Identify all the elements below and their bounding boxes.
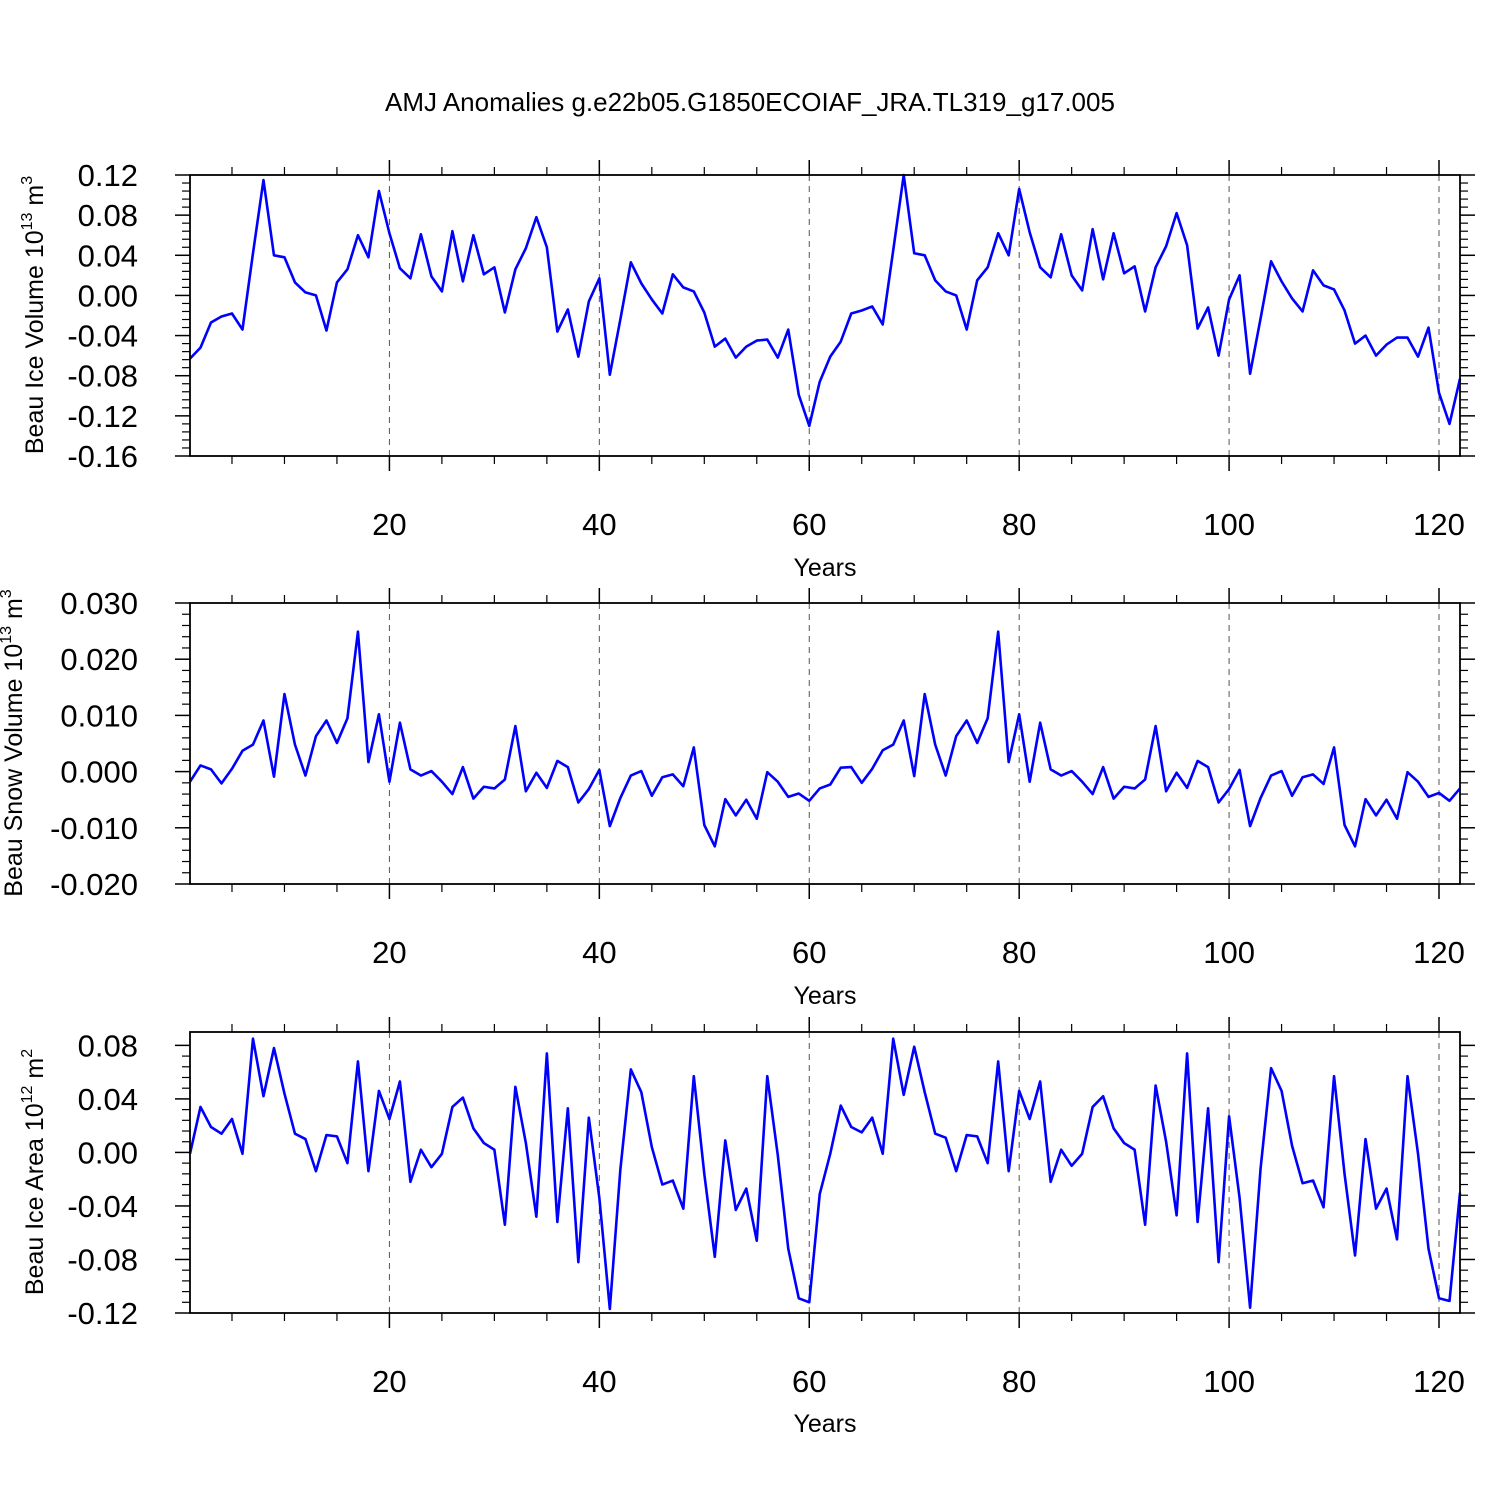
- x-tick-label: 60: [792, 1364, 826, 1399]
- x-tick-label: 100: [1203, 507, 1255, 542]
- y-tick-label: 0.04: [78, 1082, 138, 1117]
- x-tick-label: 100: [1203, 935, 1255, 970]
- y-tick-label: 0.12: [78, 158, 138, 193]
- y-tick-label: 0.08: [78, 198, 138, 233]
- x-tick-label: 100: [1203, 1364, 1255, 1399]
- plot-frame: [189, 1031, 1461, 1314]
- y-tick-label: -0.04: [67, 1189, 138, 1224]
- x-tick-label: 60: [792, 935, 826, 970]
- plot-frame: [189, 174, 1461, 457]
- y-tick-label: -0.16: [67, 439, 138, 474]
- x-tick-label: 40: [582, 507, 616, 542]
- snow-volume-panel: Years Beau Snow Volume 1013 m3 20 40 60 80 1…: [0, 586, 1475, 1010]
- data-line: [188, 1037, 1462, 1311]
- ice-volume-panel: Years Beau Ice Volume 1013 m3 20 40 60 80 10…: [19, 158, 1475, 582]
- y-tick-label: -0.12: [67, 399, 138, 434]
- chart-title: AMJ Anomalies g.e22b05.G1850ECOIAF_JRA.T…: [385, 87, 1115, 117]
- x-tick-label: 20: [372, 935, 406, 970]
- plot-frame: [189, 602, 1461, 885]
- y-tick-label: -0.08: [67, 1242, 138, 1277]
- y-tick-label: 0.020: [60, 642, 138, 677]
- x-tick-label: 80: [1002, 1364, 1036, 1399]
- y-tick-label: 0.00: [78, 1135, 138, 1170]
- y-axis-label: Beau Snow Volume 1013 m3: [0, 589, 28, 897]
- y-tick-label: 0.000: [60, 755, 138, 790]
- y-axis-label: Beau Ice Area 1012 m2: [19, 1049, 49, 1295]
- data-line: [189, 173, 1462, 428]
- y-tick-label: -0.020: [50, 867, 138, 902]
- y-tick-label: -0.010: [50, 811, 138, 846]
- y-axis-label: Beau Ice Volume 1013 m3: [19, 176, 49, 454]
- ice-area-panel: Years Beau Ice Area 1012 m2 20 40 60 80 100 1…: [19, 1017, 1475, 1438]
- x-tick-label: 120: [1413, 507, 1465, 542]
- y-tick-label: -0.04: [67, 319, 138, 354]
- x-tick-label: 40: [582, 935, 616, 970]
- x-tick-label: 60: [792, 507, 826, 542]
- y-tick-label: 0.010: [60, 698, 138, 733]
- x-tick-label: 20: [372, 507, 406, 542]
- y-tick-label: 0.030: [60, 586, 138, 621]
- x-axis-label: Years: [793, 982, 856, 1010]
- y-tick-label: 0.04: [78, 238, 138, 273]
- y-tick-label: -0.12: [67, 1296, 138, 1331]
- y-tick-label: -0.08: [67, 359, 138, 394]
- y-tick-label: 0.00: [78, 278, 138, 313]
- x-tick-label: 120: [1413, 935, 1465, 970]
- data-line: [188, 630, 1461, 848]
- x-tick-label: 20: [372, 1364, 406, 1399]
- x-tick-label: 80: [1002, 507, 1036, 542]
- x-tick-label: 120: [1413, 1364, 1465, 1399]
- x-axis-label: Years: [793, 554, 856, 582]
- x-axis-label: Years: [793, 1410, 856, 1438]
- y-tick-label: 0.08: [78, 1028, 138, 1063]
- x-tick-label: 80: [1002, 935, 1036, 970]
- x-tick-label: 40: [582, 1364, 616, 1399]
